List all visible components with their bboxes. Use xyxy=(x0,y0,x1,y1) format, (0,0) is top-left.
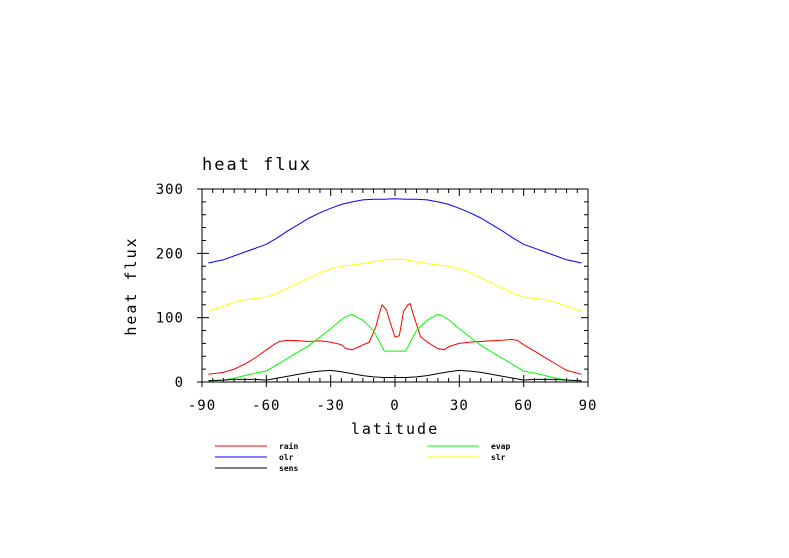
series-line-slr xyxy=(208,258,582,312)
y-tick-label: 200 xyxy=(156,246,184,262)
plot-area: -90 -60 -30 0 30 60 90 0 100 200 300 xyxy=(156,182,598,414)
legend: rain evap olr slr sens xyxy=(215,441,510,473)
legend-label-olr: olr xyxy=(279,453,294,462)
series-line-rain xyxy=(208,302,582,375)
x-tick-label: -60 xyxy=(252,398,280,414)
x-axis-label: latitude xyxy=(351,420,439,438)
legend-label-slr: slr xyxy=(491,453,506,462)
x-tick-label: -90 xyxy=(188,398,216,414)
x-tick-label: -30 xyxy=(317,398,345,414)
plot-frame xyxy=(201,188,589,383)
x-tick-label: 60 xyxy=(514,398,533,414)
x-tick-label: 0 xyxy=(390,398,399,414)
series-line-sens xyxy=(208,369,582,382)
y-tick-label: 300 xyxy=(156,182,184,198)
series-line-evap xyxy=(208,313,582,382)
y-tick-label: 100 xyxy=(156,311,184,327)
y-tick-label: 0 xyxy=(175,375,184,391)
x-tick-label: 30 xyxy=(450,398,469,414)
series-line-olr xyxy=(208,198,582,264)
legend-label-sens: sens xyxy=(279,464,298,473)
series-group xyxy=(208,198,582,382)
legend-label-evap: evap xyxy=(491,442,510,451)
x-tick-label: 90 xyxy=(579,398,598,414)
chart-title: heat flux xyxy=(202,155,312,175)
legend-label-rain: rain xyxy=(279,441,298,451)
y-axis-label: heat flux xyxy=(122,236,140,335)
